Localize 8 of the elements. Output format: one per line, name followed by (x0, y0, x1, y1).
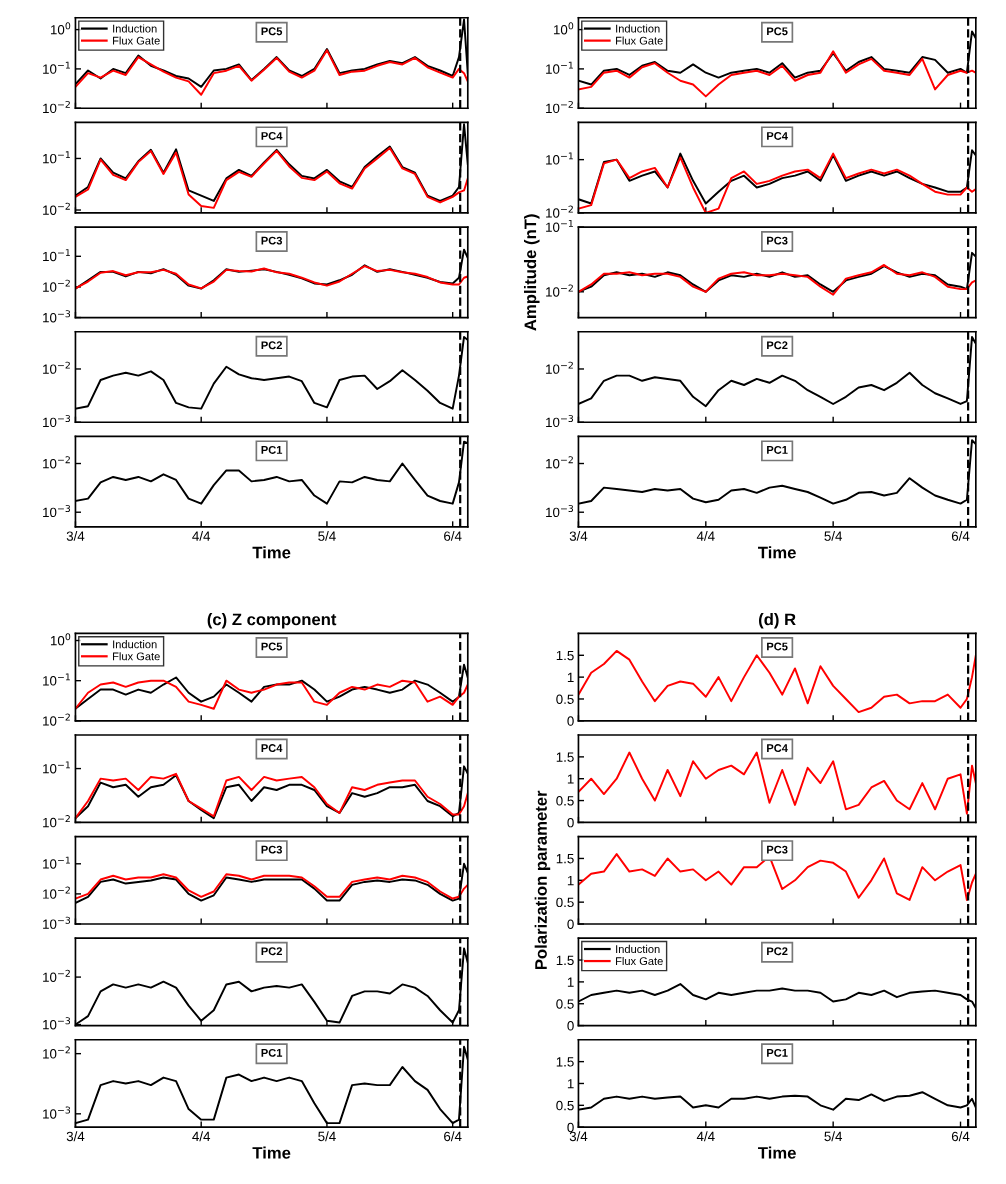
y-axis-title: Polarization parameter (534, 790, 551, 970)
x-axis-title: Time (252, 1146, 291, 1159)
x-axis-title: Time (758, 546, 796, 559)
x-axis-title: Time (758, 1146, 796, 1159)
chart-title: (d) R (758, 613, 796, 629)
x-axis-title: Time (252, 546, 291, 559)
chart-title: (c) Z component (207, 613, 337, 629)
y-axis-title: Amplitude (nT) (523, 214, 540, 331)
